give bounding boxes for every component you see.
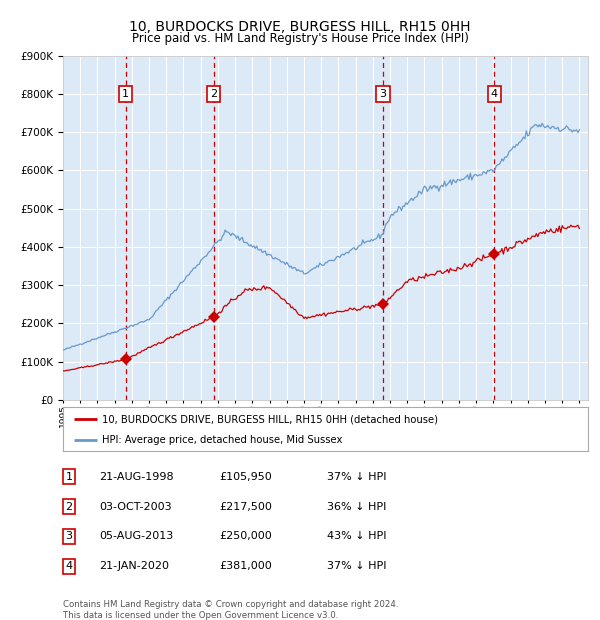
Text: 03-OCT-2003: 03-OCT-2003	[99, 502, 172, 512]
Text: 2: 2	[210, 89, 217, 99]
Text: 37% ↓ HPI: 37% ↓ HPI	[327, 472, 386, 482]
Text: £381,000: £381,000	[219, 561, 272, 571]
Text: 3: 3	[65, 531, 73, 541]
Text: 05-AUG-2013: 05-AUG-2013	[99, 531, 173, 541]
Text: 36% ↓ HPI: 36% ↓ HPI	[327, 502, 386, 512]
Text: Price paid vs. HM Land Registry's House Price Index (HPI): Price paid vs. HM Land Registry's House …	[131, 32, 469, 45]
Text: 2: 2	[65, 502, 73, 512]
Text: 4: 4	[491, 89, 498, 99]
Text: 37% ↓ HPI: 37% ↓ HPI	[327, 561, 386, 571]
Text: 1: 1	[65, 472, 73, 482]
Text: £105,950: £105,950	[219, 472, 272, 482]
Text: £217,500: £217,500	[219, 502, 272, 512]
Text: HPI: Average price, detached house, Mid Sussex: HPI: Average price, detached house, Mid …	[103, 435, 343, 445]
Text: 3: 3	[379, 89, 386, 99]
Text: 1: 1	[122, 89, 129, 99]
Text: 10, BURDOCKS DRIVE, BURGESS HILL, RH15 0HH (detached house): 10, BURDOCKS DRIVE, BURGESS HILL, RH15 0…	[103, 414, 439, 424]
Text: 21-JAN-2020: 21-JAN-2020	[99, 561, 169, 571]
Text: 21-AUG-1998: 21-AUG-1998	[99, 472, 173, 482]
Text: £250,000: £250,000	[219, 531, 272, 541]
Text: 43% ↓ HPI: 43% ↓ HPI	[327, 531, 386, 541]
Text: 10, BURDOCKS DRIVE, BURGESS HILL, RH15 0HH: 10, BURDOCKS DRIVE, BURGESS HILL, RH15 0…	[129, 20, 471, 34]
Text: 4: 4	[65, 561, 73, 571]
Text: Contains HM Land Registry data © Crown copyright and database right 2024.
This d: Contains HM Land Registry data © Crown c…	[63, 600, 398, 619]
